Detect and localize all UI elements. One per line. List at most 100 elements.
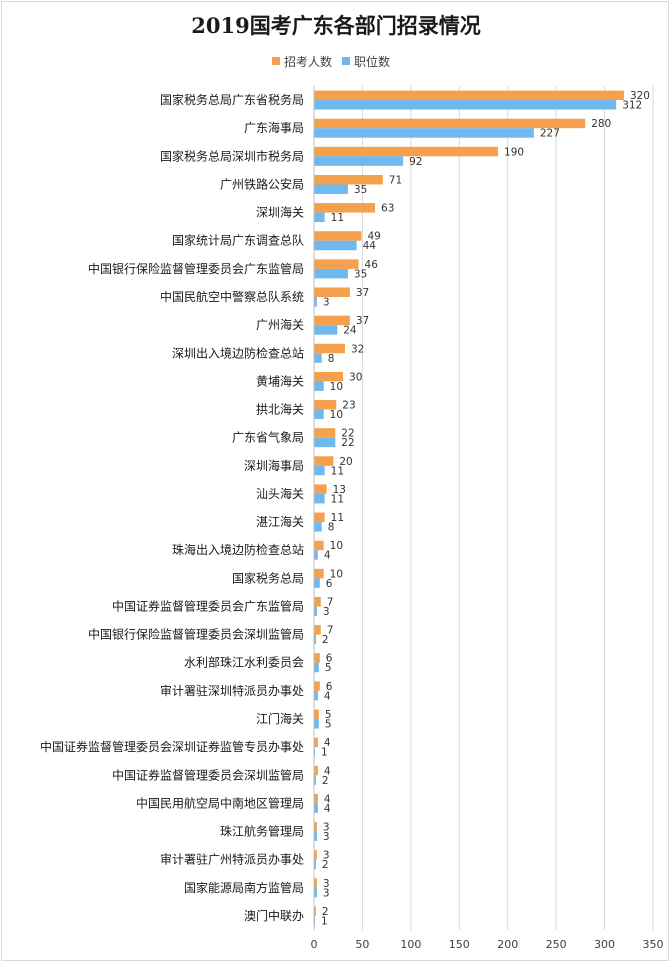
data-label-recruits-25: 4 <box>324 793 331 805</box>
data-label-positions-2: 92 <box>409 156 422 168</box>
data-label-recruits-26: 3 <box>323 822 330 834</box>
bar-positions-7 <box>314 297 317 307</box>
data-label-recruits-15: 11 <box>331 512 344 524</box>
data-label-positions-3: 35 <box>354 184 367 196</box>
bar-positions-2 <box>314 156 404 166</box>
bar-positions-14 <box>314 493 325 504</box>
chart-title: 2019国考广东各部门招录情况 <box>191 13 481 38</box>
bar-positions-20 <box>314 662 319 673</box>
data-label-positions-13: 11 <box>331 465 344 477</box>
category-label-7: 中国民航空中警察总队系统 <box>160 289 304 304</box>
bar-positions-11 <box>314 409 324 420</box>
bar-recruits-21 <box>314 681 320 691</box>
category-label-10: 黄埔海关 <box>256 373 304 388</box>
data-label-positions-20: 5 <box>325 662 332 674</box>
legend-item-recruits: 招考人数 <box>272 53 332 70</box>
data-label-recruits-27: 3 <box>323 850 330 862</box>
data-label-positions-6: 35 <box>354 268 367 280</box>
category-label-24: 中国证券监督管理委员会深圳监管局 <box>112 767 304 782</box>
category-label-4: 深圳海关 <box>256 205 304 220</box>
category-label-0: 国家税务总局广东省税务局 <box>160 92 304 107</box>
bar-positions-3 <box>314 184 348 194</box>
data-label-positions-4: 11 <box>331 212 344 224</box>
bar-recruits-9 <box>314 343 345 354</box>
data-label-positions-17: 6 <box>326 578 333 590</box>
data-label-recruits-1: 280 <box>591 118 611 130</box>
data-label-positions-16: 4 <box>324 550 331 562</box>
data-label-recruits-23: 4 <box>324 737 331 749</box>
bar-positions-24 <box>314 775 316 785</box>
category-label-29: 澳门中联办 <box>244 908 304 923</box>
bar-recruits-20 <box>314 653 320 663</box>
data-label-positions-28: 3 <box>323 887 330 899</box>
legend-swatch-positions <box>342 57 351 65</box>
bar-recruits-28 <box>314 878 317 888</box>
bar-positions-28 <box>314 887 317 898</box>
bar-recruits-2 <box>314 146 499 157</box>
category-label-16: 珠海出入境边防检查总站 <box>172 542 304 557</box>
bar-positions-17 <box>314 578 320 588</box>
data-label-recruits-22: 5 <box>325 709 332 721</box>
data-label-recruits-28: 3 <box>323 878 330 890</box>
category-label-22: 江门海关 <box>256 711 304 726</box>
data-label-positions-8: 24 <box>343 325 357 337</box>
data-label-recruits-18: 7 <box>327 596 334 608</box>
category-label-12: 广东省气象局 <box>232 430 304 445</box>
category-label-1: 广东海事局 <box>244 120 304 135</box>
legend-label-recruits: 招考人数 <box>284 54 333 69</box>
category-label-27: 审计署驻广州特派员办事处 <box>160 852 304 867</box>
bar-recruits-13 <box>314 456 334 466</box>
data-label-positions-0: 312 <box>622 100 642 112</box>
data-label-positions-21: 4 <box>324 690 331 702</box>
bar-recruits-8 <box>314 315 350 326</box>
x-tick-label-5: 250 <box>546 938 567 951</box>
data-label-positions-29: 1 <box>321 915 328 927</box>
data-label-recruits-5: 49 <box>367 231 380 243</box>
category-label-13: 深圳海事局 <box>244 458 304 473</box>
data-label-positions-15: 8 <box>328 522 335 534</box>
legend-swatch-recruits <box>272 57 280 65</box>
bar-positions-26 <box>314 831 317 842</box>
category-label-3: 广州铁路公安局 <box>220 176 304 191</box>
data-label-recruits-21: 6 <box>326 681 333 693</box>
data-label-recruits-20: 6 <box>326 653 333 665</box>
data-label-recruits-8: 37 <box>356 315 369 327</box>
data-label-positions-7: 3 <box>323 297 330 309</box>
bar-recruits-7 <box>314 287 350 297</box>
bar-recruits-5 <box>314 231 362 241</box>
data-label-recruits-4: 63 <box>381 203 394 215</box>
bar-positions-22 <box>314 719 319 729</box>
bar-recruits-24 <box>314 765 318 776</box>
bar-recruits-16 <box>314 540 324 551</box>
bar-positions-4 <box>314 212 325 223</box>
bar-recruits-1 <box>314 118 586 129</box>
bar-recruits-23 <box>314 737 318 748</box>
data-label-recruits-19: 7 <box>327 625 334 637</box>
data-label-positions-26: 3 <box>323 831 330 843</box>
data-label-positions-14: 11 <box>331 493 344 505</box>
data-label-recruits-0: 320 <box>630 90 650 102</box>
bar-positions-27 <box>314 859 316 870</box>
data-label-recruits-13: 20 <box>339 456 352 468</box>
category-label-17: 国家税务总局 <box>232 570 304 585</box>
legend-label-positions: 职位数 <box>354 54 391 69</box>
x-tick-label-0: 0 <box>311 938 318 951</box>
category-label-14: 汕头海关 <box>256 486 304 501</box>
bar-positions-15 <box>314 522 322 532</box>
category-label-28: 国家能源局南方监管局 <box>184 880 304 895</box>
category-label-26: 珠江航务管理局 <box>220 824 304 839</box>
bar-recruits-11 <box>314 400 337 410</box>
bar-positions-21 <box>314 690 318 701</box>
data-label-positions-11: 10 <box>330 409 343 421</box>
bar-recruits-15 <box>314 512 325 523</box>
category-label-11: 拱北海关 <box>256 402 304 417</box>
category-label-23: 中国证券监督管理委员会深圳证券监管专员办事处 <box>40 739 304 754</box>
category-label-2: 国家税务总局深圳市税务局 <box>160 148 304 163</box>
bar-recruits-17 <box>314 568 324 579</box>
category-label-8: 广州海关 <box>256 317 304 332</box>
data-label-positions-27: 2 <box>322 859 329 871</box>
bar-recruits-4 <box>314 203 376 213</box>
bar-recruits-12 <box>314 428 336 438</box>
bar-positions-25 <box>314 803 318 813</box>
